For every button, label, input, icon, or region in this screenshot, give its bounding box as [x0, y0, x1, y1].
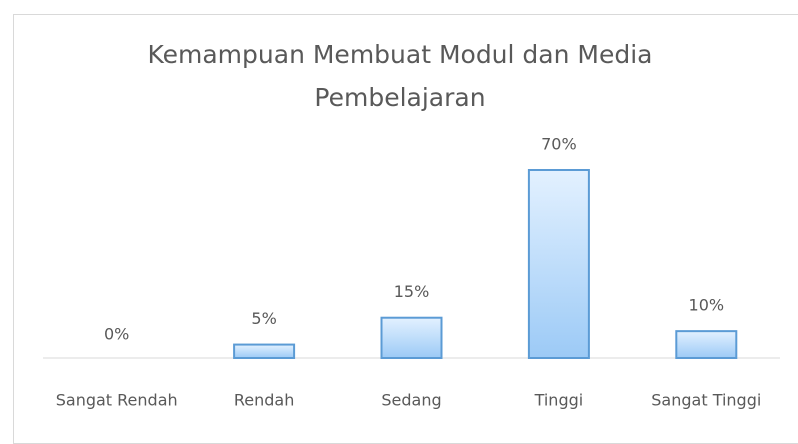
data-label: 5% — [251, 309, 276, 328]
data-label: 70% — [541, 135, 577, 154]
x-tick-label: Tinggi — [534, 391, 584, 410]
x-tick-label: Sangat Tinggi — [651, 391, 761, 410]
bar — [233, 343, 296, 360]
data-label: 10% — [689, 296, 725, 315]
data-label: 15% — [394, 282, 430, 301]
chart: Kemampuan Membuat Modul dan Media Pembel… — [13, 14, 798, 444]
bar — [380, 316, 443, 360]
x-tick-label: Sedang — [381, 391, 441, 410]
chart-title: Kemampuan Membuat Modul dan Media Pembel… — [147, 40, 653, 112]
x-tick-label: Rendah — [234, 391, 294, 410]
plot: Sangat Rendah 0% Rendah 5% Sedang 15% Tinggi 70… — [43, 135, 780, 410]
bar — [527, 169, 590, 359]
data-label: 0% — [104, 325, 129, 344]
bar — [675, 330, 738, 359]
x-tick-label: Sangat Rendah — [56, 391, 178, 410]
